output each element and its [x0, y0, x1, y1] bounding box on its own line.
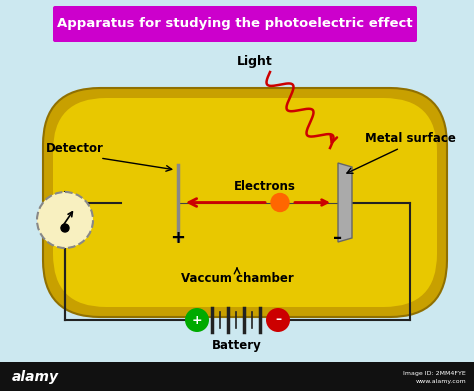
Circle shape [61, 224, 69, 232]
FancyBboxPatch shape [43, 88, 447, 317]
Polygon shape [338, 163, 352, 242]
Text: –: – [333, 229, 343, 247]
Circle shape [266, 308, 290, 332]
Text: Vaccum chamber: Vaccum chamber [181, 271, 293, 285]
Text: +: + [191, 314, 202, 326]
Text: www.alamy.com: www.alamy.com [415, 378, 466, 384]
Text: Light: Light [237, 55, 273, 68]
Circle shape [271, 194, 289, 212]
Text: Image ID: 2MM4FYE: Image ID: 2MM4FYE [403, 371, 466, 377]
Text: Metal surface: Metal surface [365, 131, 456, 145]
Text: Detector: Detector [46, 142, 104, 154]
Text: alamy: alamy [12, 370, 59, 384]
Text: Electrons: Electrons [234, 179, 296, 192]
FancyBboxPatch shape [53, 6, 417, 42]
Text: +: + [171, 229, 185, 247]
Text: Battery: Battery [212, 339, 262, 353]
Circle shape [37, 192, 93, 248]
Circle shape [185, 308, 209, 332]
FancyBboxPatch shape [53, 98, 437, 307]
Text: –: – [275, 314, 281, 326]
Bar [0, 362, 474, 391]
Text: Apparatus for studying the photoelectric effect: Apparatus for studying the photoelectric… [57, 18, 413, 30]
